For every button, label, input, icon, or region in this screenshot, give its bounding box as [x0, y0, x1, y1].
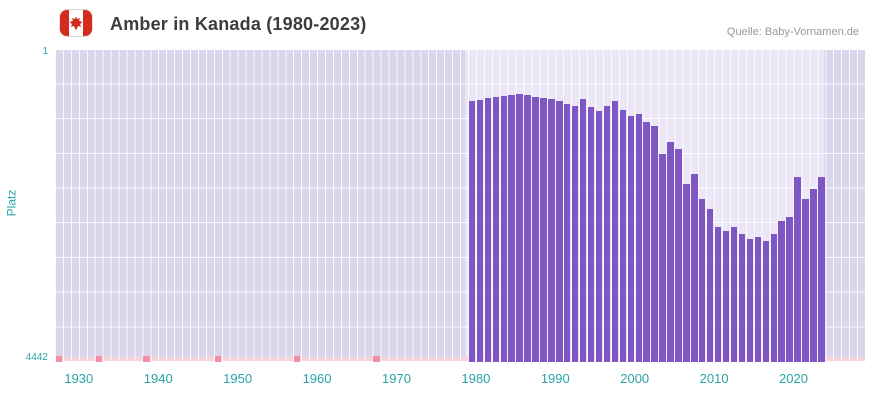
rank-bar-1986[interactable]: [524, 94, 531, 362]
y-axis-tick-top: 1: [42, 46, 48, 57]
x-axis-tick-1990: 1990: [540, 371, 570, 386]
rank-bar-1988[interactable]: [540, 98, 547, 362]
rank-bar-1996[interactable]: [603, 106, 611, 362]
canada-flag-icon: [59, 9, 93, 37]
x-axis-tick-1940: 1940: [143, 371, 173, 386]
rank-bar-1984[interactable]: [508, 95, 515, 362]
rank-bar-2020[interactable]: [794, 176, 801, 362]
x-axis-tick-1950: 1950: [223, 371, 253, 386]
rank-bar-2010[interactable]: [714, 227, 722, 362]
x-axis-tick-1960: 1960: [302, 371, 332, 386]
rank-bar-1992[interactable]: [571, 106, 579, 362]
rank-bar-1995[interactable]: [595, 111, 603, 362]
flag-red-band-left: [60, 10, 69, 36]
rank-bar-2018[interactable]: [778, 221, 785, 362]
maple-leaf-icon: [69, 16, 83, 30]
rank-bar-2022[interactable]: [810, 188, 817, 362]
rank-bar-1980[interactable]: [476, 100, 484, 362]
rank-bar-1994[interactable]: [587, 107, 595, 362]
x-axis-tick-2020: 2020: [779, 371, 808, 386]
x-axis-labels: 1930 1940 1950 1960 1970 1980 1990 2000 2010 2020: [55, 371, 865, 393]
unranked-marker-1938[interactable]: [143, 356, 150, 362]
rank-bar-1985[interactable]: [516, 94, 523, 362]
rank-bar-1983[interactable]: [500, 96, 507, 362]
rank-bar-2009[interactable]: [706, 209, 714, 362]
x-axis-tick-2000: 2000: [620, 371, 650, 386]
x-axis-tick-1930: 1930: [64, 371, 94, 386]
rank-bar-2015[interactable]: [754, 237, 762, 362]
rank-bar-1997[interactable]: [611, 101, 619, 362]
gridlines: [55, 50, 865, 362]
rank-bar-2000[interactable]: [635, 114, 642, 362]
unranked-marker-1927[interactable]: [55, 356, 63, 362]
rank-bar-1989[interactable]: [548, 99, 555, 362]
rank-bar-2006[interactable]: [683, 183, 690, 362]
rank-bar-1999[interactable]: [627, 116, 634, 362]
rank-bar-1979[interactable]: [468, 101, 476, 362]
unranked-marker-1947[interactable]: [214, 356, 222, 362]
rank-bar-2004[interactable]: [667, 141, 674, 362]
rank-bar-2023[interactable]: [818, 176, 825, 362]
rank-bar-2002[interactable]: [651, 126, 658, 362]
rank-bar-1998[interactable]: [619, 110, 627, 362]
rank-bar-1987[interactable]: [532, 96, 539, 362]
rank-bar-2012[interactable]: [730, 227, 738, 362]
rank-bar-2003[interactable]: [659, 153, 666, 362]
x-axis-tick-1980: 1980: [461, 371, 491, 386]
y-axis-tick-bottom: 4442: [25, 352, 48, 363]
flag-red-band-right: [83, 10, 92, 36]
rank-bar-2016[interactable]: [762, 241, 769, 362]
rank-bar-2014[interactable]: [746, 239, 754, 362]
y-axis-title: Platz: [4, 189, 19, 217]
rank-bar-2007[interactable]: [691, 173, 698, 362]
rank-bar-1993[interactable]: [579, 99, 587, 362]
unranked-marker-1967[interactable]: [373, 356, 380, 362]
rank-bar-2011[interactable]: [722, 231, 730, 362]
rank-bar-2001[interactable]: [643, 122, 650, 362]
rank-bar-2013[interactable]: [738, 234, 746, 362]
rank-bar-1991[interactable]: [564, 104, 571, 362]
rank-bar-1981[interactable]: [484, 98, 492, 362]
rank-bar-2017[interactable]: [770, 234, 777, 362]
rank-bar-1990[interactable]: [556, 101, 563, 362]
plot-area: [55, 50, 865, 362]
chart-title: Amber in Kanada (1980-2023): [110, 14, 367, 34]
source-attribution: Quelle: Baby-Vornamen.de: [726, 26, 859, 38]
x-axis-tick-1970: 1970: [382, 371, 411, 386]
x-axis-tick-2010: 2010: [699, 371, 729, 386]
unranked-marker-1932[interactable]: [95, 356, 102, 362]
rank-bar-2021[interactable]: [802, 198, 809, 362]
unranked-marker-1957[interactable]: [294, 356, 301, 362]
rank-bar-2008[interactable]: [699, 198, 706, 362]
rank-bar-2005[interactable]: [675, 148, 682, 362]
rank-bar-2019[interactable]: [786, 217, 793, 362]
rank-bar-1982[interactable]: [492, 97, 499, 362]
